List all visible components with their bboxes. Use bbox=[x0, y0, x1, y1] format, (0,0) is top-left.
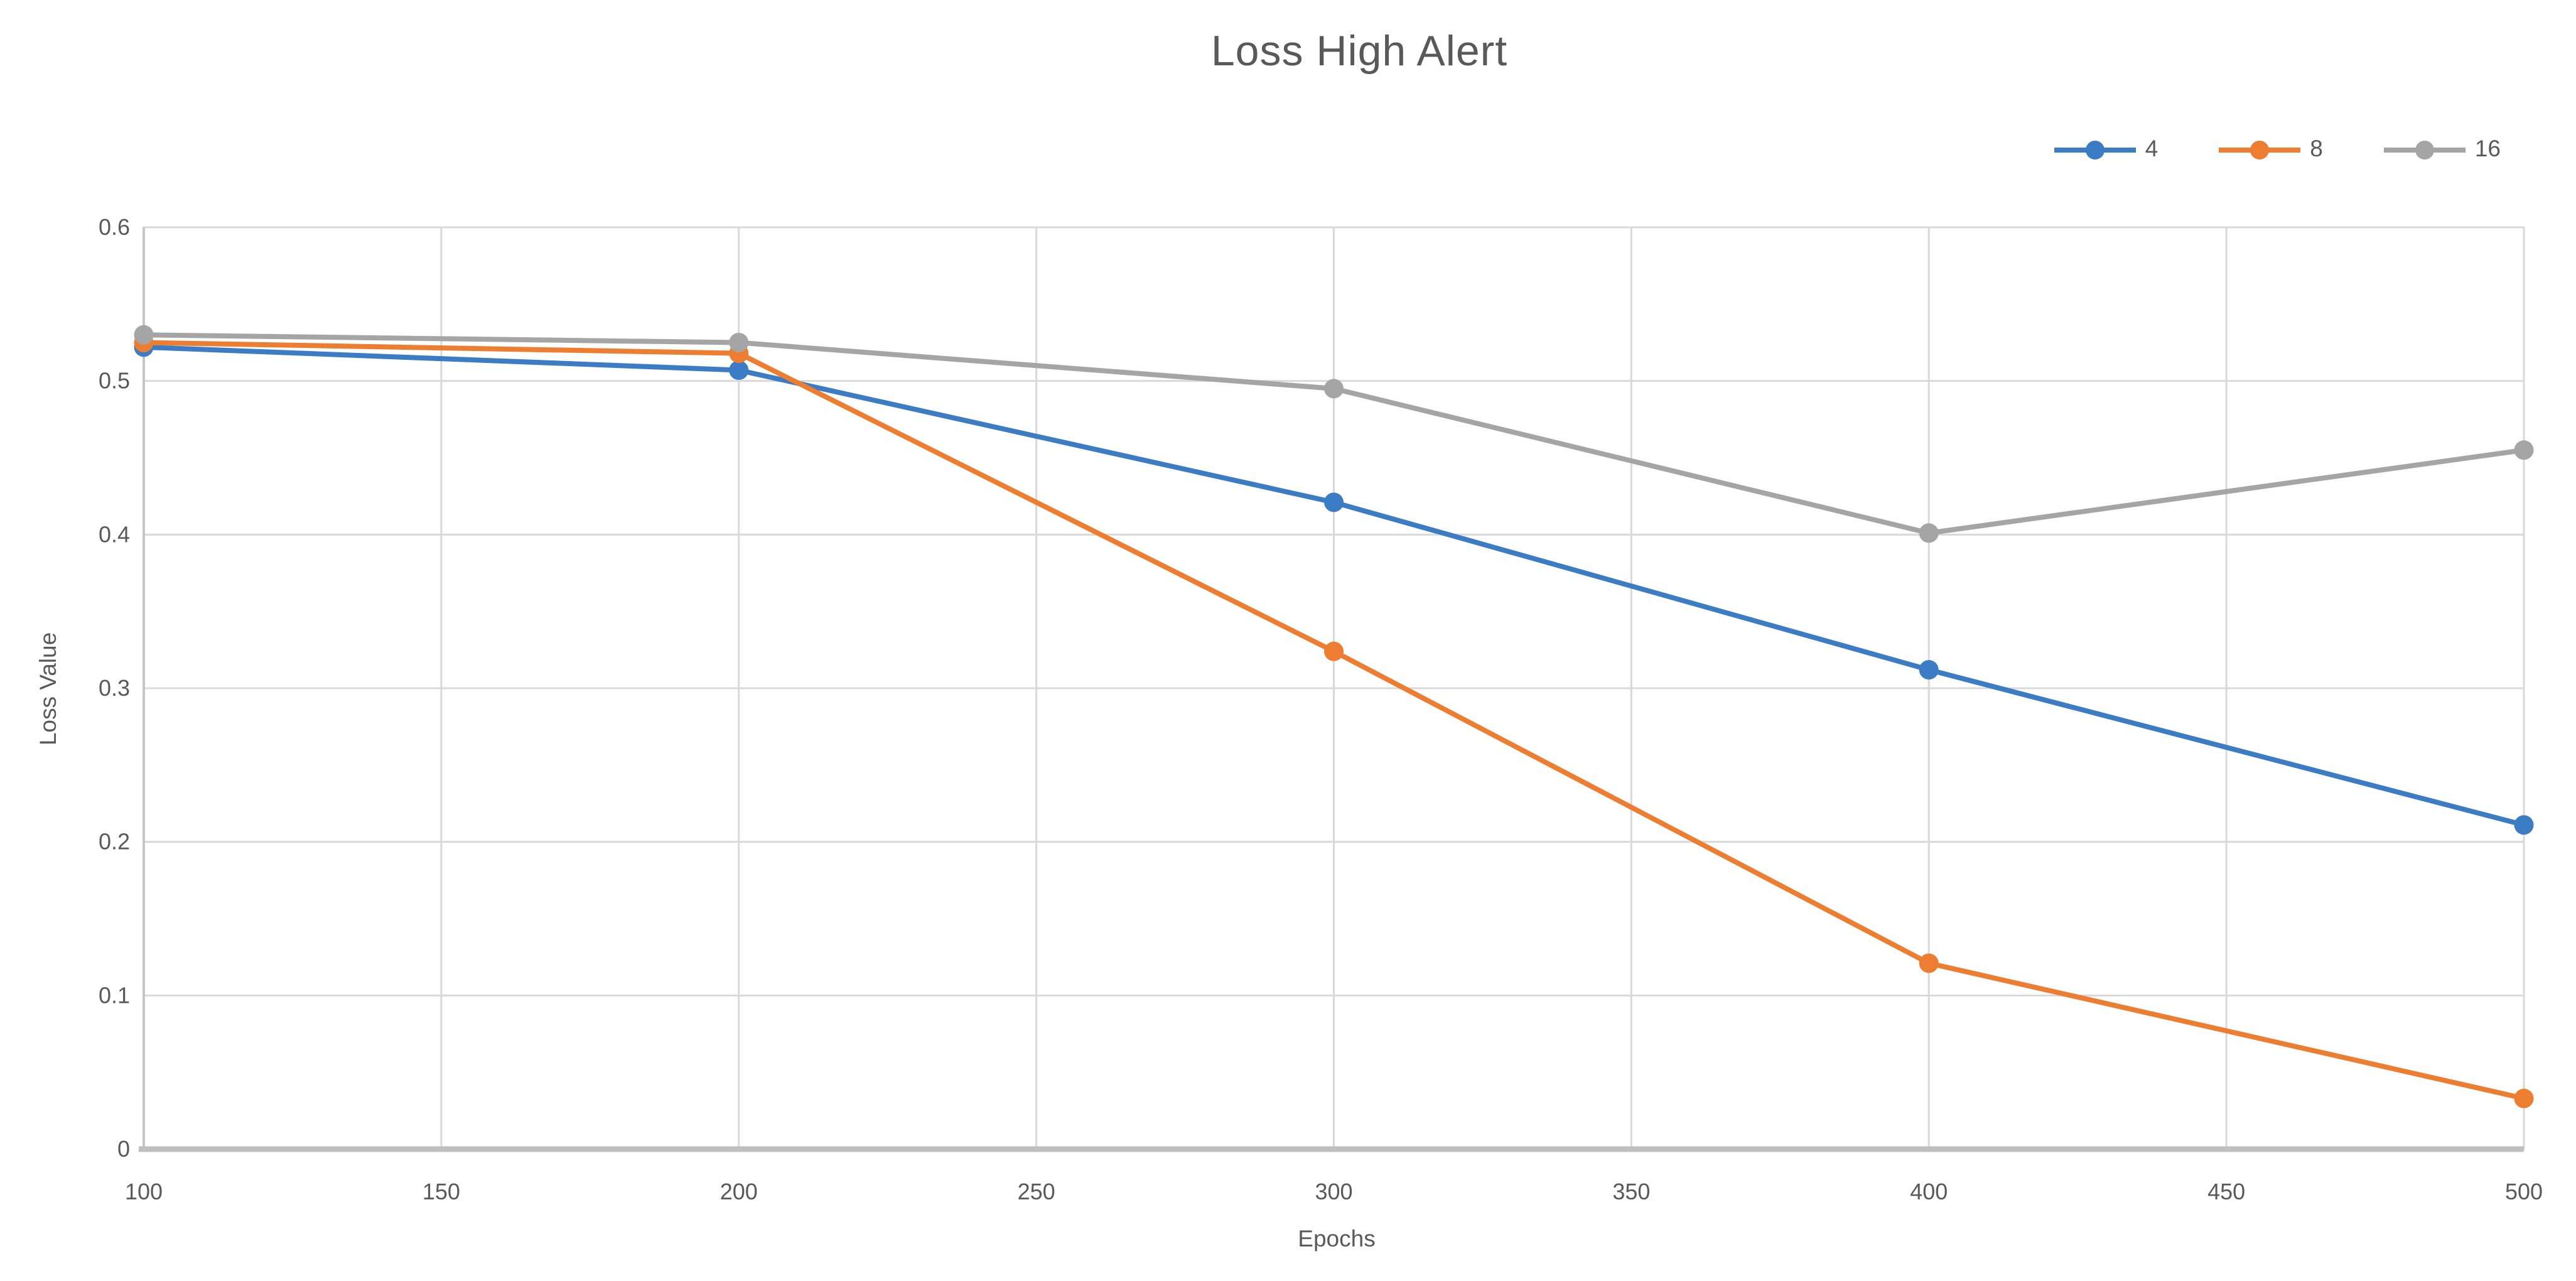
x-tick-label: 400 bbox=[1910, 1179, 1948, 1204]
legend-line-marker-icon bbox=[2054, 140, 2136, 159]
legend-item-series-16[interactable]: 16 bbox=[2381, 137, 2501, 163]
x-tick-label: 100 bbox=[125, 1179, 163, 1204]
data-point-marker[interactable] bbox=[2514, 440, 2534, 460]
y-tick-label: 0.5 bbox=[99, 368, 130, 394]
legend-label: 16 bbox=[2474, 136, 2501, 161]
y-tick-label: 0.1 bbox=[99, 982, 130, 1008]
data-point-marker[interactable] bbox=[1324, 492, 1344, 512]
data-point-marker[interactable] bbox=[729, 360, 749, 381]
data-point-marker[interactable] bbox=[2514, 815, 2534, 835]
data-point-marker[interactable] bbox=[1919, 523, 1939, 543]
data-point-marker[interactable] bbox=[729, 333, 749, 352]
x-tick-label: 250 bbox=[1018, 1179, 1055, 1204]
legend-item-series-8[interactable]: 8 bbox=[2216, 137, 2323, 163]
chart-title: Loss High Alert bbox=[1210, 27, 1508, 75]
x-tick-label: 150 bbox=[423, 1179, 460, 1204]
legend-label: 4 bbox=[2145, 136, 2158, 161]
x-axis-title: Epochs bbox=[1298, 1226, 1376, 1251]
y-axis-title: Loss Value bbox=[35, 632, 61, 746]
data-point-marker[interactable] bbox=[1919, 660, 1939, 680]
y-tick-label: 0.6 bbox=[99, 214, 130, 240]
y-tick-label: 0.4 bbox=[99, 521, 130, 547]
x-tick-label: 500 bbox=[2505, 1179, 2543, 1204]
x-tick-label: 350 bbox=[1612, 1179, 1650, 1204]
data-point-marker[interactable] bbox=[134, 325, 154, 345]
legend-line-marker-icon bbox=[2383, 140, 2466, 159]
y-tick-label: 0 bbox=[117, 1136, 130, 1162]
legend-item-series-4[interactable]: 4 bbox=[2051, 137, 2158, 163]
data-point-marker[interactable] bbox=[2514, 1088, 2534, 1108]
y-tick-label: 0.3 bbox=[99, 675, 130, 701]
legend: 4 8 16 bbox=[2051, 137, 2501, 163]
data-point-marker[interactable] bbox=[1919, 953, 1939, 973]
x-tick-label: 200 bbox=[720, 1179, 758, 1204]
y-tick-label: 0.2 bbox=[99, 829, 130, 855]
legend-line-marker-icon bbox=[2219, 140, 2301, 159]
data-point-marker[interactable] bbox=[1324, 379, 1344, 399]
x-tick-label: 300 bbox=[1315, 1179, 1352, 1204]
data-point-marker[interactable] bbox=[1324, 641, 1344, 661]
x-tick-label: 450 bbox=[2207, 1179, 2245, 1204]
legend-label: 8 bbox=[2310, 136, 2323, 161]
